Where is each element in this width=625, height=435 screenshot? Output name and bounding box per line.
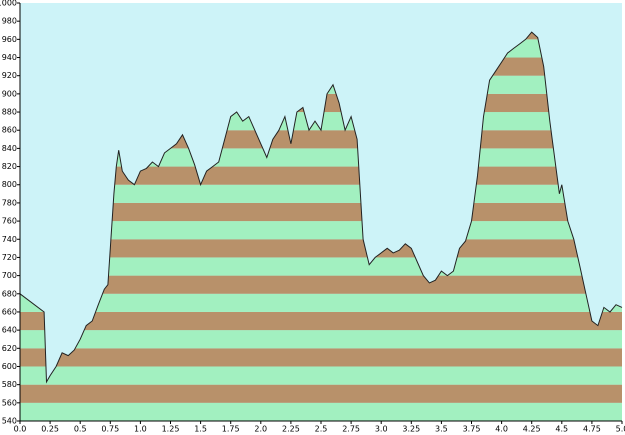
x-tick-label: 4.0: [495, 425, 508, 434]
y-tick-label: 840: [2, 144, 17, 153]
x-tick-label: 0.75: [101, 425, 119, 434]
x-tick-label: 4.5: [555, 425, 568, 434]
x-tick-label: 1.5: [194, 425, 207, 434]
y-tick-label: 820: [2, 162, 17, 171]
y-tick-label: 700: [2, 271, 17, 280]
y-tick-label: 920: [2, 71, 17, 80]
y-tick-label: 640: [2, 326, 17, 335]
x-tick-label: 2.25: [282, 425, 300, 434]
x-tick-label: 1.0: [134, 425, 147, 434]
y-tick-label: 960: [2, 35, 17, 44]
y-tick-label: 720: [2, 253, 17, 262]
x-tick-label: 4.75: [583, 425, 601, 434]
elevation-profile: [19, 31, 623, 384]
x-tick-label: 2.5: [315, 425, 328, 434]
y-tick-label: 580: [2, 380, 17, 389]
y-tick-label: 860: [2, 126, 17, 135]
x-tick-label: 2.0: [254, 425, 267, 434]
elevation-band: [20, 348, 622, 367]
x-tick-label: 0.25: [41, 425, 59, 434]
x-tick-label: 0.0: [14, 425, 27, 434]
elevation-band: [20, 402, 622, 421]
x-tick-label: 3.0: [375, 425, 388, 434]
x-tick-label: 0.5: [74, 425, 87, 434]
y-tick-label: 600: [2, 362, 17, 371]
elevation-band: [20, 330, 622, 349]
y-tick-label: 880: [2, 108, 17, 117]
y-tick-label: 800: [2, 180, 17, 189]
x-tick-label: 3.75: [463, 425, 481, 434]
x-tick-label: 2.75: [342, 425, 360, 434]
y-tick-label: 980: [2, 17, 17, 26]
x-tick-label: 3.5: [435, 425, 448, 434]
elevation-band: [20, 275, 622, 294]
y-tick-label: 780: [2, 198, 17, 207]
y-tick-label: 660: [2, 307, 17, 316]
elevation-band: [20, 221, 622, 240]
x-tick-label: 1.75: [222, 425, 240, 434]
x-tick-label: 1.25: [162, 425, 180, 434]
y-tick-label: 900: [2, 89, 17, 98]
y-tick-label: 560: [2, 398, 17, 407]
elevation-band: [20, 384, 622, 403]
elevation-band: [20, 366, 622, 385]
y-tick-label: 680: [2, 289, 17, 298]
y-tick-label: 740: [2, 235, 17, 244]
y-tick-label: 540: [2, 417, 17, 426]
elevation-band: [20, 311, 622, 331]
y-tick-label: 1000: [0, 0, 17, 8]
y-tick-label: 760: [2, 217, 17, 226]
x-tick-label: 4.25: [523, 425, 541, 434]
elevation-band: [20, 239, 622, 258]
x-tick-label: 3.25: [402, 425, 420, 434]
x-tick-label: 5.0: [616, 425, 625, 434]
y-tick-label: 620: [2, 344, 17, 353]
elevation-band: [20, 257, 622, 276]
elevation-band: [20, 293, 622, 312]
y-tick-label: 940: [2, 53, 17, 62]
